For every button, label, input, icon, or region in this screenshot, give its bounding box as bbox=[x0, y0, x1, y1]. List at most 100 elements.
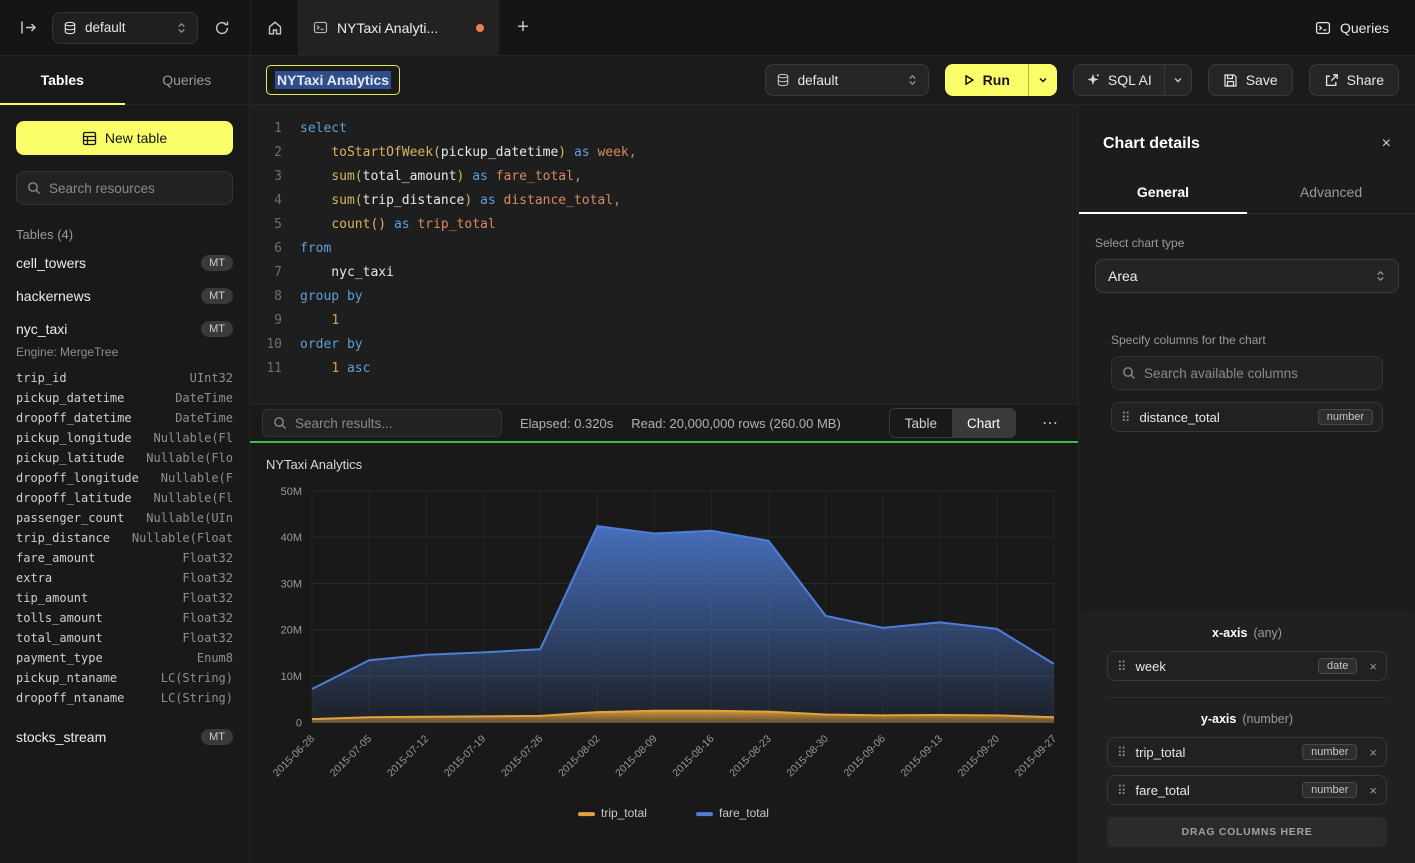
table-row[interactable]: nyc_taxiMT bbox=[16, 312, 233, 345]
drag-handle-icon[interactable]: ⠿ bbox=[1121, 411, 1131, 424]
sql-editor[interactable]: 1select2 toStartOfWeek(pickup_datetime) … bbox=[250, 105, 1078, 404]
query-tab-icon bbox=[313, 20, 328, 35]
view-chart-button[interactable]: Chart bbox=[952, 409, 1015, 437]
new-table-button[interactable]: New table bbox=[16, 121, 233, 155]
share-button[interactable]: Share bbox=[1309, 64, 1399, 96]
results-chart-svg[interactable]: 010M20M30M40M50M2015-06-282015-07-052015… bbox=[250, 443, 1078, 863]
query-title-input[interactable]: NYTaxi Analytics bbox=[266, 65, 400, 95]
column-row[interactable]: fare_amountFloat32 bbox=[16, 548, 233, 568]
editor-line[interactable]: 6from bbox=[250, 237, 1078, 261]
column-row[interactable]: dropoff_ntanameLC(String) bbox=[16, 688, 233, 708]
sidebar-tab-tables[interactable]: Tables bbox=[0, 56, 125, 104]
more-options-button[interactable]: ⋯ bbox=[1034, 413, 1066, 433]
column-row[interactable]: pickup_longitudeNullable(Fl bbox=[16, 428, 233, 448]
y-axis-items: ⠿trip_totalnumber× ⠿fare_totalnumber× bbox=[1107, 737, 1387, 805]
line-number: 5 bbox=[250, 213, 282, 237]
editor-line[interactable]: 3 sum(total_amount) as fare_total, bbox=[250, 165, 1078, 189]
axis-divider bbox=[1107, 697, 1387, 698]
remove-column-icon[interactable]: × bbox=[1369, 746, 1377, 759]
panel-tabs: General Advanced bbox=[1079, 173, 1415, 214]
editor-line[interactable]: 9 1 bbox=[250, 309, 1078, 333]
home-tab[interactable] bbox=[251, 0, 299, 55]
drop-zone[interactable]: DRAG COLUMNS HERE bbox=[1107, 817, 1387, 847]
table-row[interactable]: cell_towersMT bbox=[16, 246, 233, 279]
drag-handle-icon[interactable]: ⠿ bbox=[1117, 660, 1127, 673]
column-type: Float32 bbox=[182, 631, 233, 645]
editor-line[interactable]: 1select bbox=[250, 117, 1078, 141]
legend-item[interactable]: fare_total bbox=[696, 806, 769, 820]
column-row[interactable]: payment_typeEnum8 bbox=[16, 648, 233, 668]
topbar: default NYTaxi Analyti... + Queries bbox=[0, 0, 1415, 56]
view-table-button[interactable]: Table bbox=[890, 409, 952, 437]
column-row[interactable]: pickup_datetimeDateTime bbox=[16, 388, 233, 408]
line-number: 2 bbox=[250, 141, 282, 165]
search-icon bbox=[273, 416, 287, 430]
column-row[interactable]: tip_amountFloat32 bbox=[16, 588, 233, 608]
legend-item[interactable]: trip_total bbox=[578, 806, 647, 820]
table-row[interactable]: hackernewsMT bbox=[16, 279, 233, 312]
x-axis-tick: 2015-09-20 bbox=[956, 734, 1002, 780]
column-chip[interactable]: ⠿fare_totalnumber× bbox=[1107, 775, 1387, 805]
sql-ai-options-button[interactable] bbox=[1165, 65, 1191, 95]
column-chip[interactable]: ⠿trip_totalnumber× bbox=[1107, 737, 1387, 767]
remove-column-icon[interactable]: × bbox=[1369, 660, 1377, 673]
query-tab[interactable]: NYTaxi Analyti... bbox=[299, 0, 499, 55]
run-button[interactable]: Run bbox=[945, 64, 1028, 96]
columns-search[interactable] bbox=[1111, 356, 1383, 390]
results-search[interactable] bbox=[262, 409, 502, 437]
x-axis-tick: 2015-07-19 bbox=[443, 734, 489, 780]
chart-type-select[interactable]: Area bbox=[1095, 259, 1399, 293]
database-selector[interactable]: default bbox=[52, 12, 198, 44]
tab-advanced[interactable]: Advanced bbox=[1247, 173, 1415, 213]
sidebar-tab-queries[interactable]: Queries bbox=[125, 56, 250, 104]
x-axis-tick: 2015-08-23 bbox=[728, 734, 774, 780]
column-chip[interactable]: ⠿weekdate× bbox=[1107, 651, 1387, 681]
column-row[interactable]: pickup_ntanameLC(String) bbox=[16, 668, 233, 688]
column-chip[interactable]: ⠿distance_totalnumber bbox=[1111, 402, 1383, 432]
column-row[interactable]: passenger_countNullable(UIn bbox=[16, 508, 233, 528]
queries-button[interactable]: Queries bbox=[1315, 0, 1415, 55]
close-panel-button[interactable]: × bbox=[1382, 136, 1391, 152]
column-row[interactable]: pickup_latitudeNullable(Flo bbox=[16, 448, 233, 468]
code-text: sum(trip_distance) as distance_total, bbox=[282, 189, 621, 213]
column-row[interactable]: dropoff_latitudeNullable(Fl bbox=[16, 488, 233, 508]
editor-line[interactable]: 5 count() as trip_total bbox=[250, 213, 1078, 237]
editor-line[interactable]: 7 nyc_taxi bbox=[250, 261, 1078, 285]
sql-ai-button[interactable]: SQL AI bbox=[1074, 65, 1164, 95]
editor-line[interactable]: 2 toStartOfWeek(pickup_datetime) as week… bbox=[250, 141, 1078, 165]
resources-search[interactable] bbox=[16, 171, 233, 205]
panel-title: Chart details bbox=[1103, 135, 1200, 153]
editor-line[interactable]: 4 sum(trip_distance) as distance_total, bbox=[250, 189, 1078, 213]
code-text: order by bbox=[282, 333, 363, 357]
resources-search-input[interactable] bbox=[49, 181, 222, 196]
remove-column-icon[interactable]: × bbox=[1369, 784, 1377, 797]
new-tab-button[interactable]: + bbox=[499, 0, 547, 55]
run-options-button[interactable] bbox=[1029, 64, 1057, 96]
save-button[interactable]: Save bbox=[1208, 64, 1293, 96]
toggle-sidebar-button[interactable] bbox=[14, 14, 42, 42]
tab-general[interactable]: General bbox=[1079, 173, 1247, 213]
column-type: Nullable(Flo bbox=[146, 451, 233, 465]
column-row[interactable]: trip_idUInt32 bbox=[16, 368, 233, 388]
editor-line[interactable]: 11 1 asc bbox=[250, 357, 1078, 381]
drag-handle-icon[interactable]: ⠿ bbox=[1117, 784, 1127, 797]
column-row[interactable]: dropoff_longitudeNullable(F bbox=[16, 468, 233, 488]
column-row[interactable]: dropoff_datetimeDateTime bbox=[16, 408, 233, 428]
toolbar-database-selector[interactable]: default bbox=[765, 64, 929, 96]
column-row[interactable]: total_amountFloat32 bbox=[16, 628, 233, 648]
search-icon bbox=[27, 181, 41, 195]
column-row[interactable]: trip_distanceNullable(Float bbox=[16, 528, 233, 548]
editor-line[interactable]: 10order by bbox=[250, 333, 1078, 357]
save-icon bbox=[1223, 73, 1238, 88]
x-axis-tick: 2015-08-02 bbox=[557, 734, 603, 780]
editor-line[interactable]: 8group by bbox=[250, 285, 1078, 309]
y-axis-tick: 10M bbox=[281, 671, 302, 683]
column-row[interactable]: tolls_amountFloat32 bbox=[16, 608, 233, 628]
columns-search-input[interactable] bbox=[1144, 366, 1372, 381]
column-row[interactable]: extraFloat32 bbox=[16, 568, 233, 588]
results-search-input[interactable] bbox=[295, 416, 491, 431]
refresh-button[interactable] bbox=[208, 14, 236, 42]
drag-handle-icon[interactable]: ⠿ bbox=[1117, 746, 1127, 759]
table-name: cell_towers bbox=[16, 255, 86, 271]
table-row[interactable]: stocks_streamMT bbox=[16, 720, 233, 753]
